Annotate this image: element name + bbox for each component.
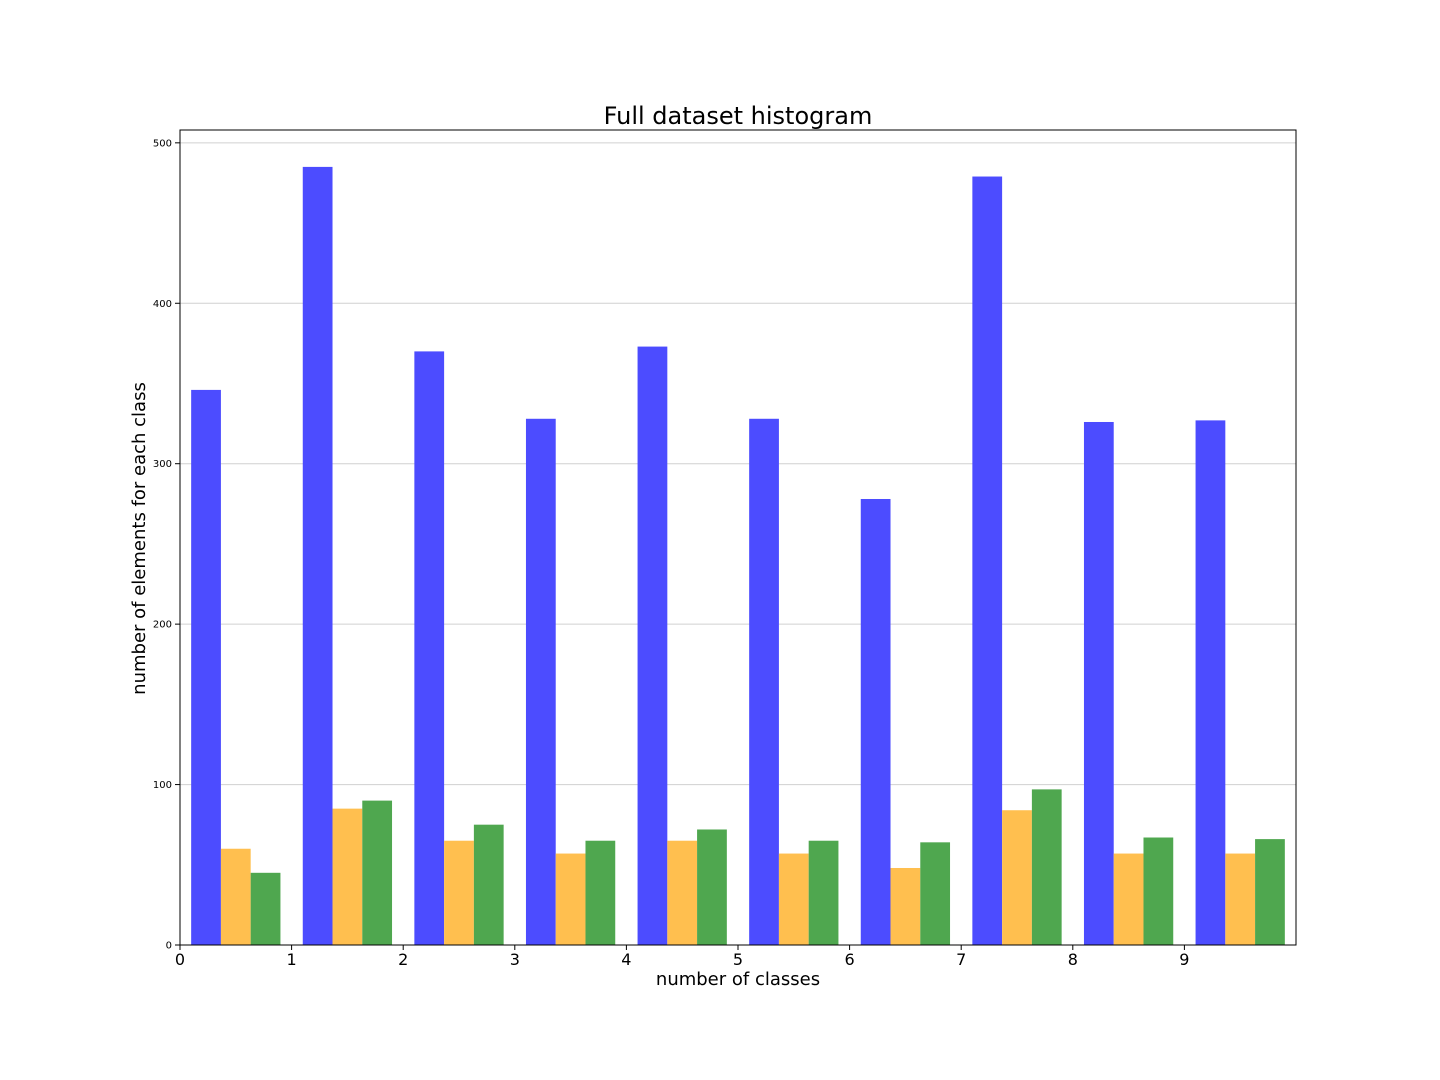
bar-series-1-class-7 (972, 176, 1003, 946)
bar-series-3-class-5 (808, 840, 839, 945)
bar-series-3-class-9 (1255, 839, 1285, 945)
y-tick-label: 400 (153, 299, 172, 310)
axis-ticks: 0 100 200 300 400 500 0 1 2 3 4 5 6 7 8 9 (153, 138, 1190, 969)
y-tick-label: 300 (153, 459, 172, 470)
bar-series-3-class-2 (473, 824, 504, 945)
bar-series-1-class-4 (637, 346, 668, 945)
y-tick-label: 0 (166, 941, 172, 952)
bar-series-2-class-3 (555, 853, 586, 945)
x-tick-label: 0 (175, 950, 185, 969)
x-tick-label: 2 (398, 950, 408, 969)
bar-series-3-class-4 (697, 829, 727, 945)
x-tick-label: 5 (733, 950, 743, 969)
bar-series-2-class-4 (667, 840, 698, 945)
bar-series-1-class-5 (749, 418, 779, 945)
chart-title: Full dataset histogram (604, 102, 873, 130)
bar-series-3-class-1 (362, 800, 393, 945)
x-tick-label: 3 (510, 950, 520, 969)
x-tick-label: 9 (1179, 950, 1189, 969)
bar-series-1-class-1 (302, 166, 333, 946)
bar-series-2-class-0 (220, 848, 251, 945)
bar-series-3-class-0 (250, 872, 281, 945)
bar-series-3-class-6 (920, 842, 951, 945)
bar-series-3-class-3 (585, 840, 616, 945)
bar-series-2-class-7 (1002, 810, 1032, 945)
bar-series-3-class-7 (1031, 789, 1062, 945)
bar-series-1-class-8 (1083, 421, 1114, 946)
bar-series-2-class-6 (890, 867, 921, 945)
bar-series-2-class-5 (778, 853, 809, 945)
bar-series-2-class-8 (1113, 853, 1144, 945)
bar-series-3-class-8 (1143, 837, 1174, 945)
bar-series-1-class-6 (860, 498, 891, 945)
y-tick-label: 200 (153, 620, 172, 631)
bar-series-1-class-2 (414, 351, 445, 945)
y-axis-label: number of elements for each class (129, 382, 150, 695)
bar-series-2-class-1 (332, 808, 363, 945)
x-tick-label: 6 (845, 950, 855, 969)
x-tick-label: 8 (1068, 950, 1078, 969)
bar-series-1-class-3 (525, 418, 556, 945)
bars (191, 166, 1285, 946)
bar-series-2-class-9 (1225, 853, 1256, 945)
bar-series-1-class-0 (191, 389, 221, 945)
bar-series-1-class-9 (1195, 420, 1226, 945)
x-tick-label: 4 (621, 950, 631, 969)
y-tick-label: 100 (153, 780, 172, 791)
bar-series-2-class-2 (444, 840, 474, 945)
x-tick-label: 1 (287, 950, 297, 969)
y-tick-label: 500 (153, 138, 172, 149)
x-tick-label: 7 (956, 950, 966, 969)
x-axis-label: number of classes (656, 969, 820, 990)
